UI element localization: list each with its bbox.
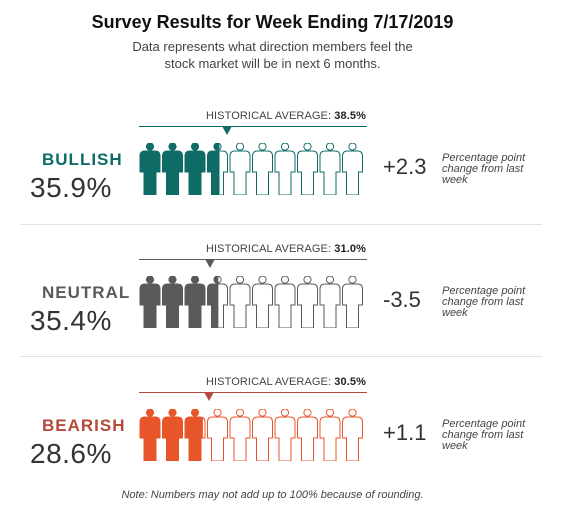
change-value: -3.5 bbox=[383, 287, 421, 312]
sentiment-percent: 28.6% bbox=[30, 438, 112, 469]
sentiment-percent: 35.9% bbox=[30, 172, 112, 203]
person-icon bbox=[252, 276, 273, 328]
change-value: +2.3 bbox=[383, 154, 427, 179]
person-icon bbox=[297, 276, 318, 328]
historical-average-line bbox=[139, 392, 367, 393]
change-note: Percentage point change from last week bbox=[442, 152, 526, 186]
person-icon bbox=[229, 409, 251, 461]
bullish-figure-row bbox=[139, 143, 363, 195]
footnote: Note: Numbers may not add up to 100% bec… bbox=[121, 489, 424, 501]
bearish-section: HISTORICAL AVERAGE: 30.5% BEARISH 28.6% … bbox=[0, 376, 572, 506]
person-icon bbox=[297, 143, 318, 195]
chart-title: Survey Results for Week Ending 7/17/2019 bbox=[91, 12, 454, 32]
chart-subtitle: Data represents what direction members f… bbox=[0, 38, 545, 72]
person-icon bbox=[274, 276, 296, 328]
person-icon bbox=[342, 409, 363, 461]
sentiment-label: NEUTRAL bbox=[42, 283, 131, 302]
neutral-section: HISTORICAL AVERAGE: 31.0% NEUTRAL 35.4% … bbox=[0, 243, 572, 373]
subtitle-line-2: stock market will be in next 6 months. bbox=[164, 56, 381, 71]
subtitle-line-1: Data represents what direction members f… bbox=[132, 39, 413, 54]
person-icon bbox=[274, 143, 296, 195]
person-icon bbox=[319, 409, 341, 461]
person-icon bbox=[342, 143, 363, 195]
historical-average-marker bbox=[221, 126, 232, 135]
person-icon bbox=[274, 409, 296, 461]
bearish-figure-row bbox=[139, 409, 363, 461]
historical-average-marker bbox=[204, 259, 215, 268]
person-icon bbox=[229, 276, 251, 328]
change-note: Percentage point change from last week bbox=[442, 285, 526, 319]
person-icon bbox=[342, 276, 363, 328]
person-icon bbox=[319, 276, 341, 328]
sentiment-label: BEARISH bbox=[42, 416, 126, 435]
sentiment-label: BULLISH bbox=[42, 150, 123, 169]
person-icon bbox=[229, 143, 251, 195]
section-divider bbox=[20, 356, 542, 357]
historical-average-label: HISTORICAL AVERAGE: 31.0% bbox=[205, 243, 366, 255]
person-icon bbox=[297, 409, 318, 461]
neutral-figure-row bbox=[139, 276, 363, 328]
historical-average-line bbox=[139, 126, 367, 127]
person-icon bbox=[319, 143, 341, 195]
bullish-section: HISTORICAL AVERAGE: 38.5% BULLISH 35.9% … bbox=[0, 110, 572, 240]
change-note: Percentage point change from last week bbox=[442, 418, 526, 452]
historical-average-label: HISTORICAL AVERAGE: 30.5% bbox=[205, 376, 366, 388]
historical-average-label: HISTORICAL AVERAGE: 38.5% bbox=[205, 110, 366, 122]
sentiment-percent: 35.4% bbox=[30, 305, 112, 336]
person-icon bbox=[252, 409, 273, 461]
person-icon bbox=[207, 409, 228, 461]
historical-average-marker bbox=[203, 392, 214, 401]
person-icon bbox=[252, 143, 273, 195]
change-value: +1.1 bbox=[383, 420, 427, 445]
historical-average-line bbox=[139, 259, 367, 260]
section-divider bbox=[20, 224, 542, 225]
